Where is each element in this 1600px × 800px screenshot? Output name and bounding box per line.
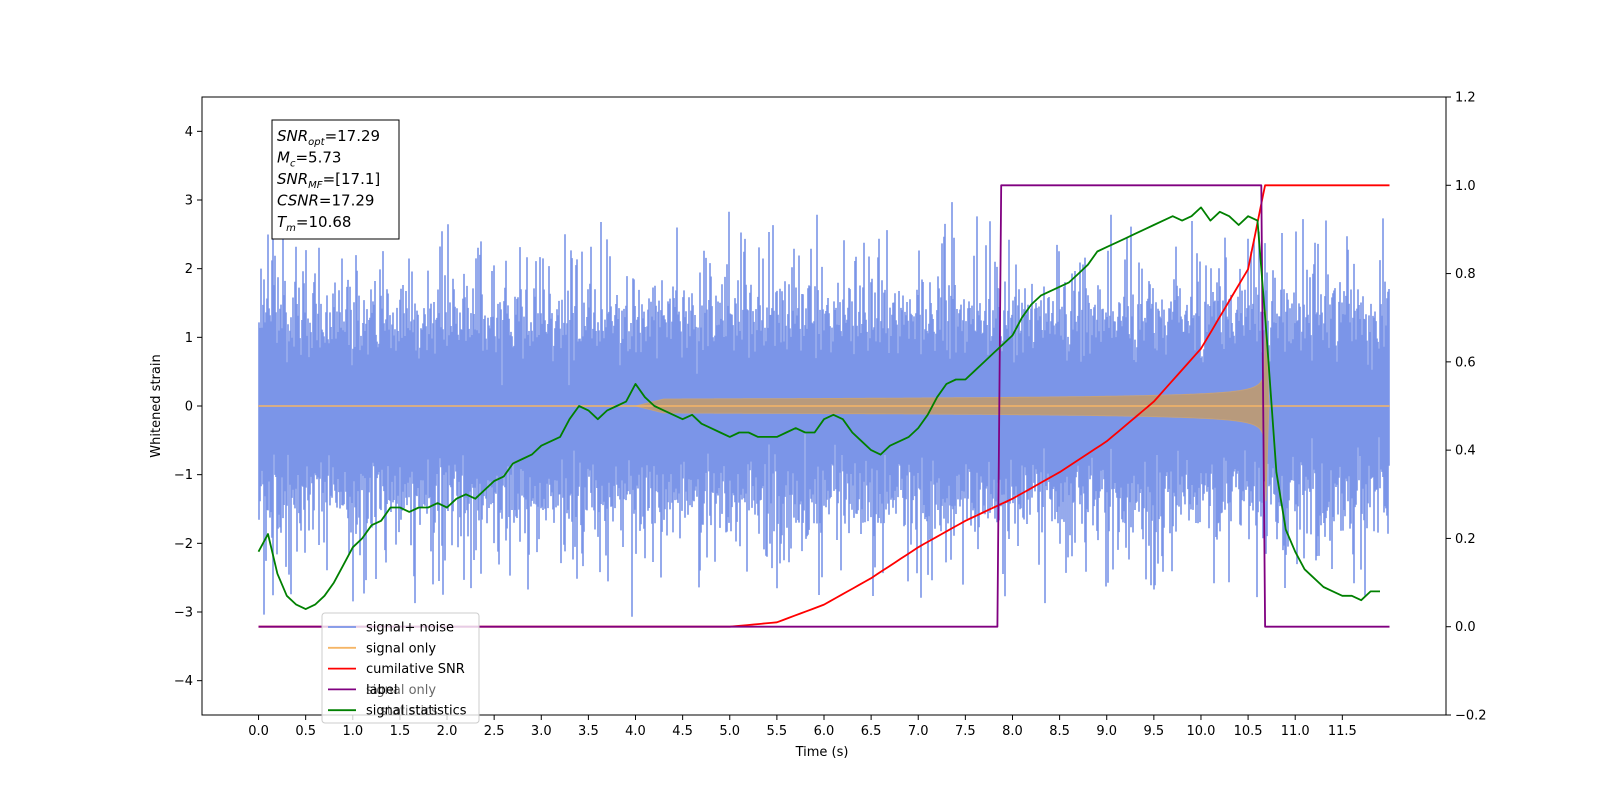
x-tick-label: 10.5 bbox=[1234, 724, 1263, 739]
x-tick-label: 9.5 bbox=[1144, 724, 1165, 739]
right-axis-series bbox=[257, 184, 1390, 628]
x-tick-label: 10.0 bbox=[1186, 724, 1215, 739]
x-tick-label: 0.0 bbox=[248, 724, 269, 739]
x-tick-label: 6.0 bbox=[814, 724, 835, 739]
y-axis-title: Whitened strain bbox=[149, 354, 164, 457]
x-tick-label: 2.5 bbox=[484, 724, 505, 739]
x-tick-label: 11.5 bbox=[1328, 724, 1357, 739]
annotation-line: CSNR=17.29 bbox=[277, 192, 374, 210]
y-tick-label: 3 bbox=[185, 194, 193, 209]
x-tick-label: 1.5 bbox=[390, 724, 411, 739]
legend-item-label: label bbox=[328, 683, 397, 698]
y2-tick-label: 0.0 bbox=[1455, 620, 1476, 635]
plot-area bbox=[257, 184, 1390, 628]
annotation-line: SNRMF=[17.1] bbox=[277, 170, 380, 191]
signal-statistics-line bbox=[257, 206, 1380, 610]
y-tick-label: 1 bbox=[185, 331, 193, 346]
x-tick-label: 5.5 bbox=[767, 724, 788, 739]
annotation-line: Tm=10.68 bbox=[277, 213, 351, 234]
y2-tick-label: −0.2 bbox=[1455, 709, 1487, 724]
y-tick-label: 2 bbox=[185, 262, 193, 277]
legend-item-signal-statistics: signal statistics bbox=[328, 704, 467, 719]
annotation-line: SNRopt=17.29 bbox=[277, 127, 380, 148]
legend-label: cumilative SNR bbox=[366, 662, 465, 677]
y2-tick-label: 1.0 bbox=[1455, 179, 1476, 194]
legend-item-signal-noise: signal+ noise bbox=[328, 621, 454, 636]
legend-label: label bbox=[366, 683, 397, 698]
annotation-line: Mc=5.73 bbox=[277, 149, 341, 170]
legend-frame bbox=[321, 612, 480, 724]
x-tick-label: 8.5 bbox=[1049, 724, 1070, 739]
x-tick-label: 6.5 bbox=[861, 724, 882, 739]
x-axis: 0.0 0.5 1.0 1.5 2.0 2.5 3.0 3.5 4.0 4.5 5.0 5.5 6.0 6… bbox=[248, 715, 1357, 739]
y-axis-left: 4 3 2 1 0 −1 −2 −3 −4 bbox=[174, 125, 202, 689]
x-tick-label: 8.0 bbox=[1002, 724, 1023, 739]
legend-ghost-text: statistics bbox=[380, 704, 438, 719]
y-tick-label: −1 bbox=[174, 468, 193, 483]
label-line bbox=[258, 184, 1390, 628]
legend-item-cumulative-snr: cumilative SNR bbox=[328, 662, 465, 677]
y-axis-right: 1.2 1.0 0.8 0.6 0.4 0.2 0.0 −0.2 bbox=[1446, 91, 1487, 724]
y2-tick-label: 1.2 bbox=[1455, 91, 1476, 106]
y2-tick-label: 0.2 bbox=[1455, 532, 1476, 547]
legend-ghost-text: signal only bbox=[366, 683, 436, 698]
x-tick-label: 9.0 bbox=[1096, 724, 1117, 739]
annotation-frame bbox=[271, 119, 400, 240]
x-tick-label: 11.0 bbox=[1281, 724, 1310, 739]
y-tick-label: 0 bbox=[185, 400, 193, 415]
x-tick-label: 4.0 bbox=[625, 724, 646, 739]
cumulative-snr-line bbox=[258, 184, 1390, 628]
x-tick-label: 0.5 bbox=[295, 724, 316, 739]
legend-label: signal statistics bbox=[366, 704, 467, 719]
x-tick-label: 3.5 bbox=[578, 724, 599, 739]
stats-annotation-box: SNRopt=17.29Mc=5.73SNRMF=[17.1]CSNR=17.2… bbox=[271, 119, 400, 240]
y-tick-label: −3 bbox=[174, 606, 193, 621]
x-axis-title: Time (s) bbox=[795, 745, 849, 760]
x-tick-label: 4.5 bbox=[672, 724, 693, 739]
y-tick-label: −2 bbox=[174, 537, 193, 552]
y2-tick-label: 0.4 bbox=[1455, 444, 1476, 459]
y-tick-label: 4 bbox=[185, 125, 193, 140]
y-tick-label: −4 bbox=[174, 674, 193, 689]
y2-tick-label: 0.8 bbox=[1455, 267, 1476, 282]
x-tick-label: 7.5 bbox=[955, 724, 976, 739]
legend-label: signal only bbox=[366, 641, 436, 656]
legend: signal+ noise signal only cumilative SNR la… bbox=[321, 612, 480, 724]
x-tick-label: 1.0 bbox=[342, 724, 363, 739]
legend-item-signal-only: signal only bbox=[328, 641, 436, 656]
signal-only-series bbox=[258, 310, 1390, 502]
x-tick-label: 5.0 bbox=[719, 724, 740, 739]
x-tick-label: 2.0 bbox=[437, 724, 458, 739]
x-tick-label: 3.0 bbox=[531, 724, 552, 739]
y2-tick-label: 0.6 bbox=[1455, 355, 1476, 370]
x-tick-label: 7.0 bbox=[908, 724, 929, 739]
legend-label: signal+ noise bbox=[366, 621, 454, 636]
